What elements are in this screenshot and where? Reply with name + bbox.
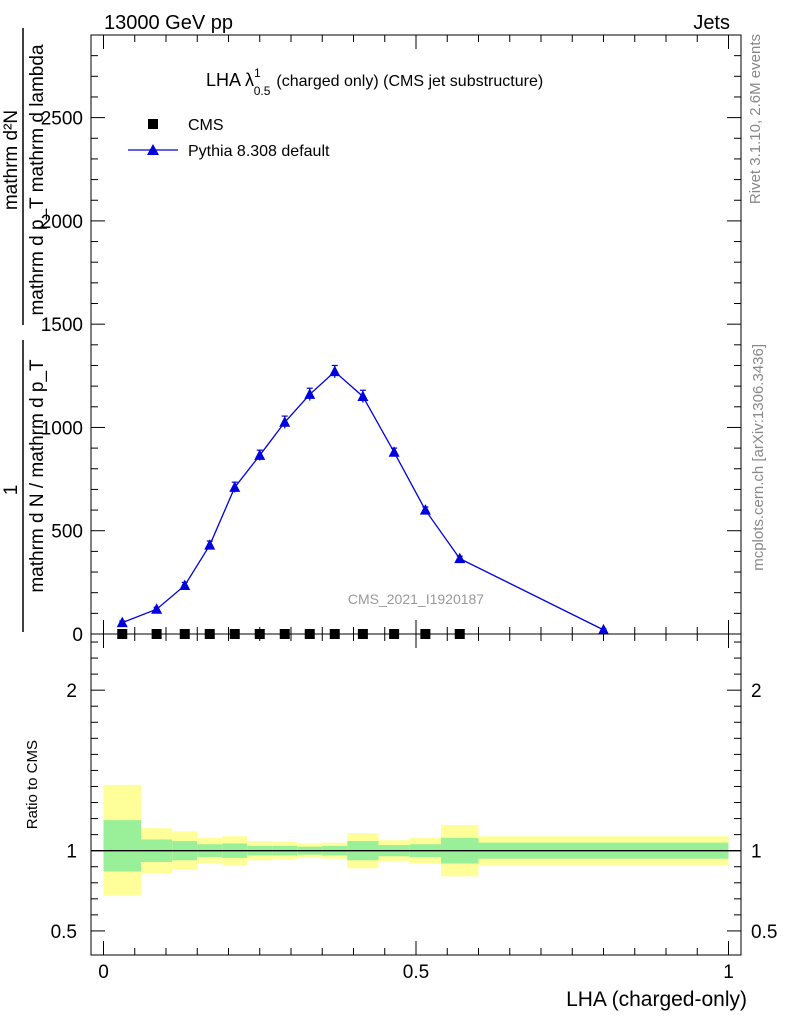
rivet-label: Rivet 3.1.10, 2.6M events — [747, 34, 764, 204]
chart-title-sub: 0.5 — [254, 84, 271, 98]
watermark: CMS_2021_I1920187 — [348, 591, 484, 607]
pythia-point — [254, 449, 266, 460]
header-left-label: 13000 GeV pp — [104, 12, 233, 34]
ratio-y-label: Ratio to CMS — [24, 740, 41, 829]
main-y-axis: 0 500 1000 1500 2000 2500 — [41, 34, 741, 646]
ratio-ytick-label: 0.5 — [51, 922, 77, 943]
ratio-x-axis: 0 0.5 1 — [98, 634, 734, 983]
y-label-prefix-num: 1 — [1, 485, 22, 496]
pythia-point — [151, 603, 163, 614]
y-label-denominator: mathrm d p_T mathrm d lambda — [27, 44, 48, 315]
main-y-label: 1 mathrm d N / mathrm d p_T mathrm d²N m… — [1, 28, 48, 632]
main-ytick-label: 2500 — [41, 109, 83, 130]
main-ytick-label: 1500 — [41, 315, 83, 336]
main-ytick-label: 2000 — [41, 212, 83, 233]
main-panel: 0 500 1000 1500 2000 2500 CMS_2021_I1920187 L… — [41, 34, 742, 646]
xtick-label: 0 — [98, 962, 109, 983]
pythia-point — [229, 481, 241, 492]
legend-cms-label: CMS — [188, 117, 224, 134]
ratio-band-inner — [103, 820, 141, 872]
main-ytick-label: 0 — [72, 625, 83, 646]
x-axis-label: LHA (charged-only) — [566, 988, 747, 1011]
ratio-panel-frame — [90, 633, 742, 956]
pythia-point — [204, 539, 216, 550]
pythia-point — [329, 365, 341, 377]
chart-title-main: LHA λ — [206, 70, 254, 90]
pythia-point — [454, 552, 466, 564]
ratio-ytick-label-right: 2 — [751, 681, 762, 702]
chart-title-sup: 1 — [254, 66, 261, 80]
y-label-prefix-den: mathrm d N / mathrm d p_T — [27, 359, 48, 593]
pythia-series — [116, 364, 609, 635]
pythia-point — [304, 388, 316, 399]
legend-pythia-label: Pythia 8.308 default — [188, 143, 330, 160]
mcplots-label: mcplots.cern.ch [arXiv:1306.3436] — [750, 344, 767, 571]
pythia-point — [179, 579, 191, 590]
xtick-label: 1 — [723, 962, 734, 983]
main-ytick-label: 1000 — [41, 418, 83, 439]
ratio-ytick-label: 1 — [66, 842, 77, 863]
pythia-point — [598, 623, 609, 635]
ratio-y-axis: 0.5 0.5 1 1 2 2 — [51, 641, 777, 943]
pythia-point — [419, 504, 431, 515]
legend-cms-marker — [148, 119, 158, 129]
y-label-numerator: mathrm d²N — [1, 110, 22, 210]
pythia-point — [279, 416, 291, 427]
legend: CMS Pythia 8.308 default — [128, 117, 330, 160]
header-right-label: Jets — [693, 12, 730, 34]
pythia-point — [116, 616, 128, 628]
pythia-line — [122, 370, 604, 631]
chart-title-rest: (charged only) (CMS jet substructure) — [276, 73, 543, 90]
pythia-point — [357, 390, 369, 401]
ratio-panel: 0.5 0.51 12 2 0 0.5 1 Ratio to CMS LHA (charg… — [24, 633, 777, 1011]
ratio-ytick-label-right: 1 — [751, 842, 762, 863]
ratio-ytick-label: 2 — [66, 681, 77, 702]
main-ytick-label: 500 — [51, 522, 83, 543]
chart-title: LHA λ1 0.5 (charged only) (CMS jet substru… — [206, 66, 543, 98]
pythia-point — [388, 446, 400, 457]
ratio-bands — [103, 784, 729, 896]
xtick-label: 0.5 — [403, 962, 429, 983]
ratio-ytick-label-right: 0.5 — [751, 922, 777, 943]
legend-pythia-marker — [147, 144, 159, 155]
